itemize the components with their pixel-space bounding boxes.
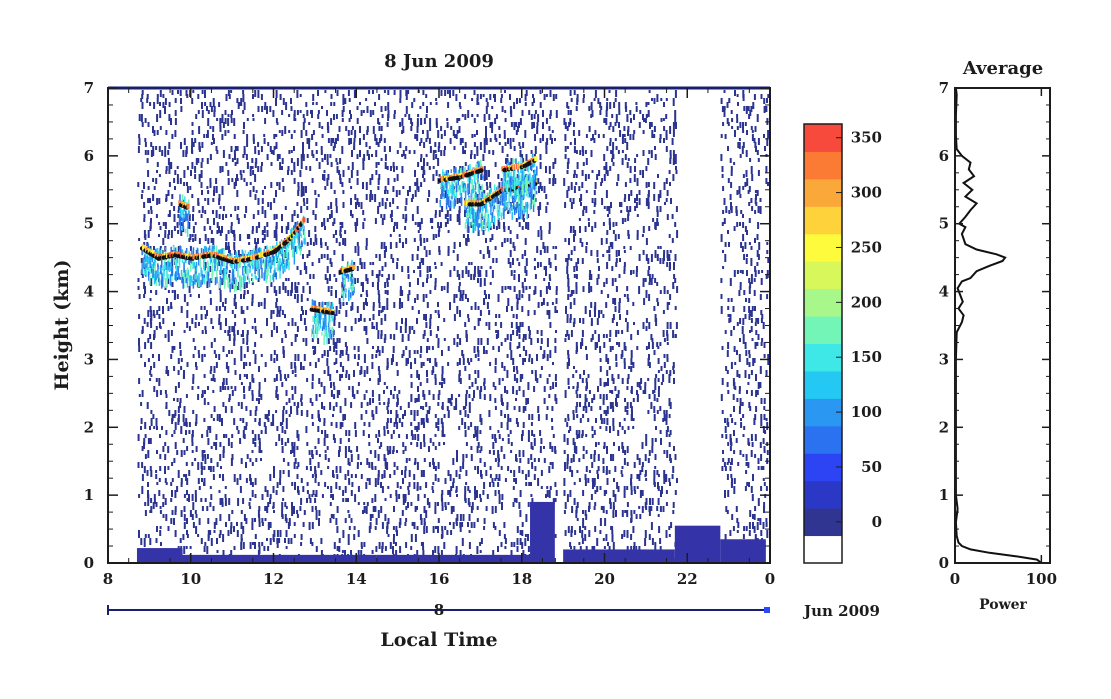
x-tick-label: 0 [765,570,775,588]
noise-floor-band [136,548,183,563]
cloud-layer [338,259,356,302]
colorbar-tick-label: 250 [851,238,882,256]
profile-x-tick-label: 0 [950,570,960,588]
x-tick-label: 12 [263,570,284,588]
noise-speckle [137,90,770,563]
noise-floor-band [563,549,675,563]
cloud-layer [501,153,538,202]
date-axis-month-year-label: Jun 2009 [802,602,880,620]
profile-y-tick-label: 7 [939,79,949,97]
x-axis-label: Local Time [380,629,497,651]
profile-y-tick-label: 1 [939,486,949,504]
y-tick-label: 4 [84,283,94,301]
x-tick-label: 8 [103,570,113,588]
colorbar-segment [804,535,842,564]
x-tick-label: 16 [429,570,450,588]
cloud-point [330,310,335,316]
date-axis-end-marker [764,607,770,613]
profile-y-tick-label: 2 [939,418,949,436]
profile-y-tick-label: 5 [939,215,949,233]
colorbar-segment [804,124,842,152]
colorbar-segment [804,398,842,427]
profile-title: Average [962,58,1043,79]
chart-title: 8 Jun 2009 [384,51,494,72]
colorbar-tick-label: 150 [851,348,882,366]
noise-floor-band [376,554,531,563]
profile-plot-frame [954,87,1051,564]
y-tick-label: 5 [84,215,94,233]
date-axis-day-label: 8 [434,601,444,619]
y-tick-label: 2 [84,418,94,436]
cloud-layer [437,159,484,210]
colorbar-tick-label: 0 [872,513,882,531]
colorbar-tick-label: 200 [851,293,882,311]
colorbar-segment [804,508,842,537]
cloud-layer [178,194,190,238]
colorbar-segment [804,480,842,509]
x-tick-label: 10 [180,570,201,588]
noise-floor-band [182,554,377,563]
profile-series-line [954,87,1043,564]
x-tick-label: 18 [511,570,532,588]
colorbar-tick-label: 300 [851,184,882,202]
x-tick-label: 14 [346,570,367,588]
colorbar-tick-label: 350 [851,129,882,147]
colorbar-segment [804,343,842,372]
colorbar-tick-label: 100 [851,403,882,421]
noise-floor-band [530,501,555,563]
colorbar-segment [804,178,842,207]
y-tick-label: 7 [84,79,94,97]
y-axis-label: Height (km) [51,260,73,391]
colorbar-segment [804,425,842,454]
colorbar-frame [803,123,843,564]
y-tick-label: 1 [84,486,94,504]
y-tick-label: 3 [84,350,94,368]
colorbar-segment [804,261,842,290]
y-tick-label: 0 [84,554,94,572]
cloud-layer [139,215,306,293]
profile-y-tick-label: 0 [939,554,949,572]
x-tick-label: 20 [594,570,615,588]
y-tick-label: 6 [84,147,94,165]
colorbar-tick-label: 50 [861,458,882,476]
profile-y-tick-label: 4 [939,283,949,301]
colorbar-segment [804,316,842,344]
cloud-point [479,168,484,173]
colorbar-segment [804,233,842,262]
profile-y-tick-label: 6 [939,147,949,165]
profile-y-tick-label: 3 [939,350,949,368]
profile-x-label: Power [979,597,1027,613]
colorbar-segment [804,453,842,482]
colorbar-segment [804,151,842,180]
colorbar-segment [804,288,842,317]
noise-floor-band [674,525,721,563]
profile-x-tick-label: 100 [1026,570,1057,588]
cloud-layer [309,299,335,346]
colorbar-segment [804,206,842,235]
colorbar-segment [804,370,842,399]
noise-floor-band [720,539,766,563]
x-tick-label: 22 [677,570,698,588]
